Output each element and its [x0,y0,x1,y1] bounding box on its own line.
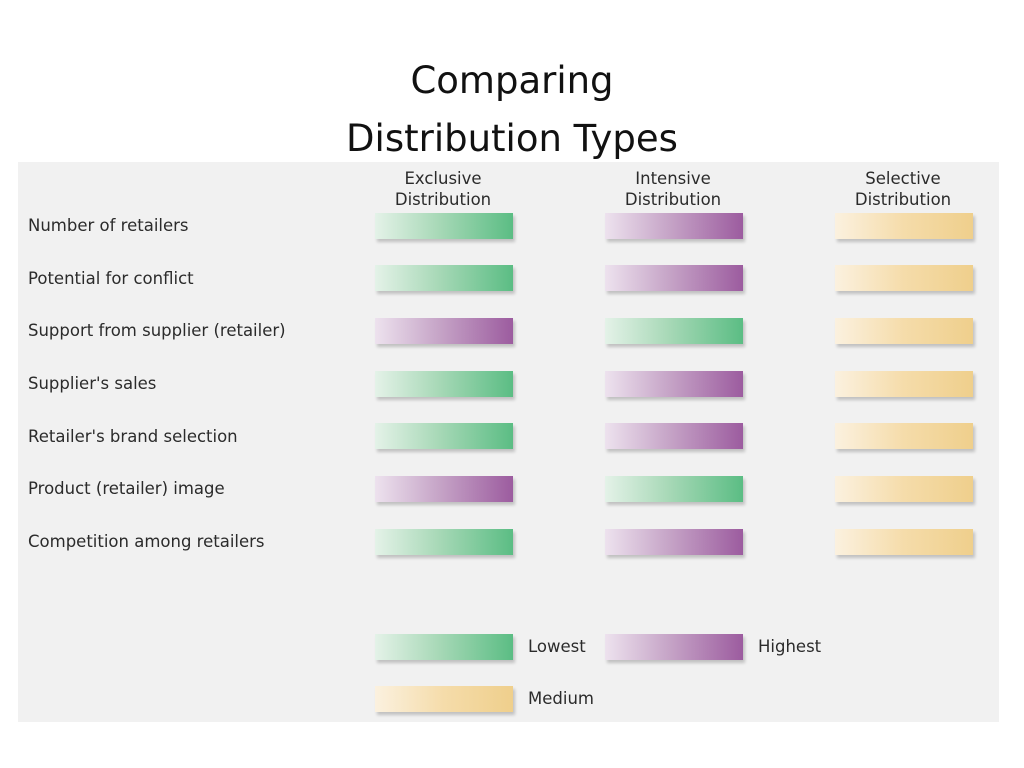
row-label-competition-among-retailers: Competition among retailers [28,532,265,551]
level-bar [835,265,973,291]
legend-highest-swatch [605,634,743,660]
legend-lowest-label: Lowest [528,637,586,656]
title-line-2: Distribution Types [346,117,678,160]
row-label-potential-for-conflict: Potential for conflict [28,269,194,288]
level-bar [375,213,513,239]
level-bar [835,423,973,449]
legend-medium-label: Medium [528,689,594,708]
legend-medium-swatch [375,686,513,712]
level-bar [835,318,973,344]
level-bar [835,213,973,239]
level-bar [835,476,973,502]
level-bar [375,371,513,397]
level-bar [605,423,743,449]
row-label-support-from-supplier: Support from supplier (retailer) [28,321,286,340]
column-header-line-1: Exclusive [404,169,482,188]
level-bar [605,265,743,291]
column-header-line-2: Distribution [854,190,952,209]
level-bar [835,529,973,555]
legend-lowest-swatch [375,634,513,660]
level-bar [835,371,973,397]
level-bar [605,371,743,397]
column-header-line-1: Intensive [635,169,711,188]
level-bar [605,476,743,502]
level-bar [375,423,513,449]
column-header-line-2: Distribution [394,190,492,209]
row-label-retailers-brand-selection: Retailer's brand selection [28,427,238,446]
column-header-selective: Selective Distribution [818,168,988,210]
row-label-product-retailer-image: Product (retailer) image [28,479,225,498]
column-header-exclusive: Exclusive Distribution [358,168,528,210]
slide-title: Comparing Distribution Types [0,52,1024,168]
column-header-intensive: Intensive Distribution [588,168,758,210]
row-label-suppliers-sales: Supplier's sales [28,374,157,393]
legend-highest-label: Highest [758,637,822,656]
column-header-line-2: Distribution [624,190,722,209]
title-line-1: Comparing [410,59,614,102]
level-bar [375,265,513,291]
level-bar [375,318,513,344]
row-label-number-of-retailers: Number of retailers [28,216,189,235]
column-header-line-1: Selective [865,169,941,188]
level-bar [605,318,743,344]
level-bar [605,213,743,239]
level-bar [375,476,513,502]
level-bar [605,529,743,555]
level-bar [375,529,513,555]
